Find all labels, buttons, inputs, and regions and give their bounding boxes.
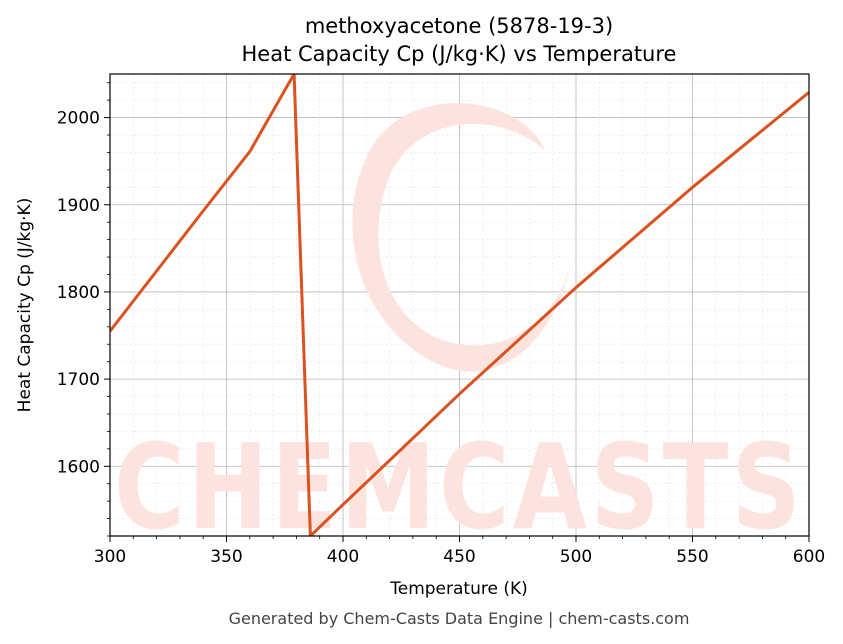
x-tick-label: 550 [676, 547, 708, 567]
y-tick-label: 1800 [57, 283, 100, 303]
y-tick-label: 1900 [57, 196, 100, 216]
chart-title: methoxyacetone (5878-19-3) [305, 14, 613, 38]
y-tick-label: 1700 [57, 370, 100, 390]
plot-area: CHEMCASTS [109, 73, 810, 556]
chart-subtitle: Heat Capacity Cp (J/kg·K) vs Temperature [242, 42, 677, 66]
x-axis: 300 350 400 450 500 550 600 [94, 536, 825, 567]
series-line-0 [110, 74, 809, 536]
x-tick-label: 500 [560, 547, 592, 567]
x-tick-label: 400 [327, 547, 359, 567]
x-tick-label: 450 [443, 547, 475, 567]
watermark: CHEMCASTS [114, 102, 804, 556]
y-axis: 1600 1700 1800 1900 2000 [57, 82, 110, 537]
y-tick-label: 1600 [57, 457, 100, 477]
x-tick-label: 350 [210, 547, 242, 567]
x-axis-label: Temperature (K) [389, 579, 528, 599]
footer-credit: Generated by Chem-Casts Data Engine | ch… [229, 609, 690, 628]
x-tick-label: 300 [94, 547, 126, 567]
y-axis-label: Heat Capacity Cp (J/kg·K) [15, 198, 35, 413]
x-tick-label: 600 [793, 547, 825, 567]
watermark-text: CHEMCASTS [114, 418, 804, 556]
y-tick-label: 2000 [57, 109, 100, 129]
series-group [110, 74, 809, 536]
